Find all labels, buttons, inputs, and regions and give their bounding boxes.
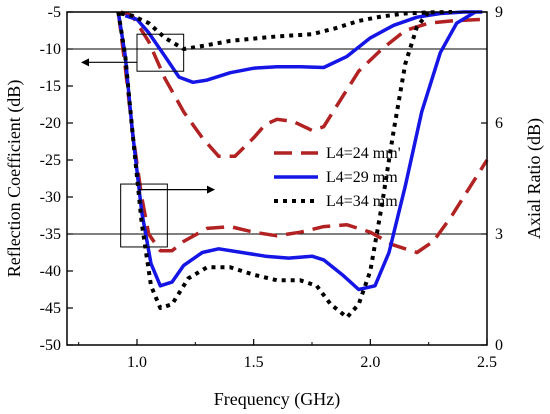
series-layer bbox=[116, 10, 489, 320]
annotation-box bbox=[120, 183, 168, 248]
annotation-box bbox=[136, 33, 185, 72]
series-line bbox=[120, 10, 483, 159]
y-right-tick-label: 3 bbox=[495, 226, 503, 243]
left-arrowhead bbox=[81, 58, 89, 67]
y-right-axis-title: Axial Ratio (dB) bbox=[524, 118, 545, 239]
y-left-tick-label: -10 bbox=[40, 41, 61, 58]
y-left-axis-title: Reflection Coefficient (dB) bbox=[4, 80, 25, 278]
annotation-layer bbox=[81, 33, 215, 248]
x-tick-label: 2.5 bbox=[477, 354, 497, 371]
y-left-tick-label: -40 bbox=[40, 263, 61, 280]
plot-frame bbox=[66, 11, 488, 346]
series-line bbox=[124, 10, 483, 85]
x-tick-label: 2.0 bbox=[360, 354, 380, 371]
y-left-tick-label: -5 bbox=[48, 4, 61, 21]
legend: L4=24 mm' L4=29 mm L4=34 mm bbox=[274, 145, 401, 210]
series-line bbox=[116, 10, 431, 320]
series-line bbox=[120, 10, 453, 51]
right-arrowhead bbox=[207, 185, 215, 194]
legend-label: L4=24 mm' bbox=[326, 145, 401, 162]
y-right-tick-label: 6 bbox=[495, 115, 503, 132]
series-line bbox=[116, 11, 489, 255]
ticks-layer: 1.0 1.5 2.0 2.5 -5 -10 -15 -20 -25 -30 -35 -40 -45 -5… bbox=[40, 4, 503, 371]
legend-label: L4=34 mm bbox=[326, 193, 398, 210]
y-left-tick-label: -20 bbox=[40, 115, 61, 132]
series-line bbox=[116, 10, 477, 292]
x-axis-title: Frequency (GHz) bbox=[214, 389, 340, 410]
y-left-tick-label: -30 bbox=[40, 189, 61, 206]
y-left-tick-label: -15 bbox=[40, 78, 61, 95]
y-left-tick-label: -25 bbox=[40, 152, 61, 169]
x-tick-label: 1.5 bbox=[244, 354, 264, 371]
legend-label: L4=29 mm bbox=[326, 169, 398, 186]
reference-lines bbox=[67, 48, 487, 235]
x-tick-label: 1.0 bbox=[127, 354, 147, 371]
y-left-tick-label: -45 bbox=[40, 300, 61, 317]
y-left-tick-label: -50 bbox=[40, 337, 61, 354]
y-right-tick-label: 0 bbox=[495, 337, 503, 354]
y-left-tick-label: -35 bbox=[40, 226, 61, 243]
y-right-tick-label: 9 bbox=[495, 4, 503, 21]
